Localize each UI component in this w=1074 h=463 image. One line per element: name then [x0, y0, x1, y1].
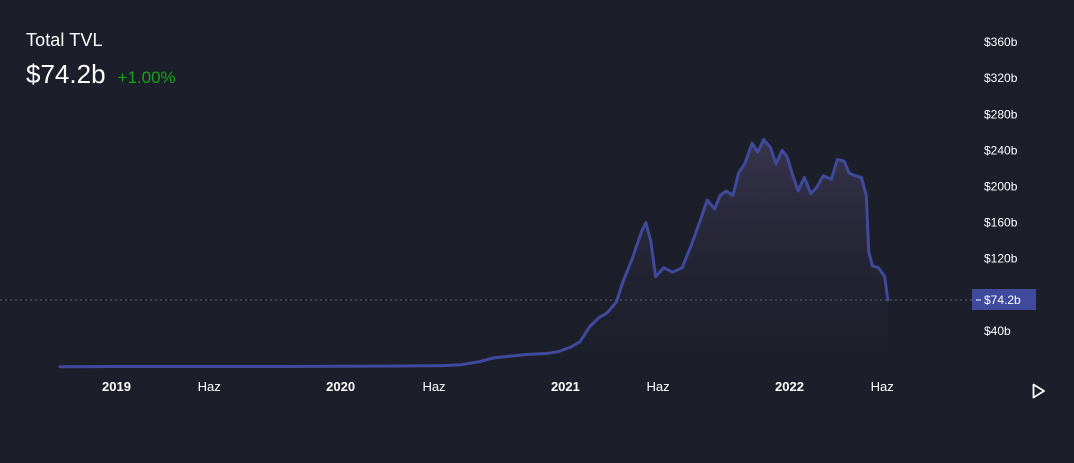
header: Total TVL $74.2b +1.00% — [26, 30, 176, 90]
play-icon — [1032, 383, 1045, 399]
y-tick-label: $160b — [984, 216, 1018, 230]
x-tick-label: Haz — [647, 379, 670, 394]
x-tick-label: Haz — [871, 379, 894, 394]
total-tvl-value: $74.2b — [26, 59, 106, 89]
x-tick-label: 2022 — [775, 379, 804, 394]
y-tick-label: $40b — [984, 324, 1011, 338]
y-tick-label: $280b — [984, 107, 1018, 121]
y-tick-label: $200b — [984, 180, 1018, 194]
y-tick-label: $240b — [984, 143, 1018, 157]
y-tick-label: $120b — [984, 252, 1018, 266]
x-tick-label: 2020 — [326, 379, 355, 394]
x-tick-label: Haz — [422, 379, 445, 394]
current-value-label: $74.2b — [984, 293, 1021, 307]
value-row: $74.2b +1.00% — [26, 59, 176, 90]
y-tick-label: $360b — [984, 35, 1018, 49]
y-tick-label: $320b — [984, 71, 1018, 85]
tvl-line — [58, 138, 890, 369]
x-tick-label: 2019 — [102, 379, 131, 394]
x-tick-label: Haz — [198, 379, 221, 394]
tvl-area-fill — [60, 139, 888, 367]
play-button[interactable] — [1026, 378, 1052, 404]
x-tick-label: 2021 — [551, 379, 580, 394]
tvl-change: +1.00% — [117, 68, 176, 87]
chart-title: Total TVL — [26, 30, 103, 50]
current-value-badge — [972, 289, 1036, 310]
